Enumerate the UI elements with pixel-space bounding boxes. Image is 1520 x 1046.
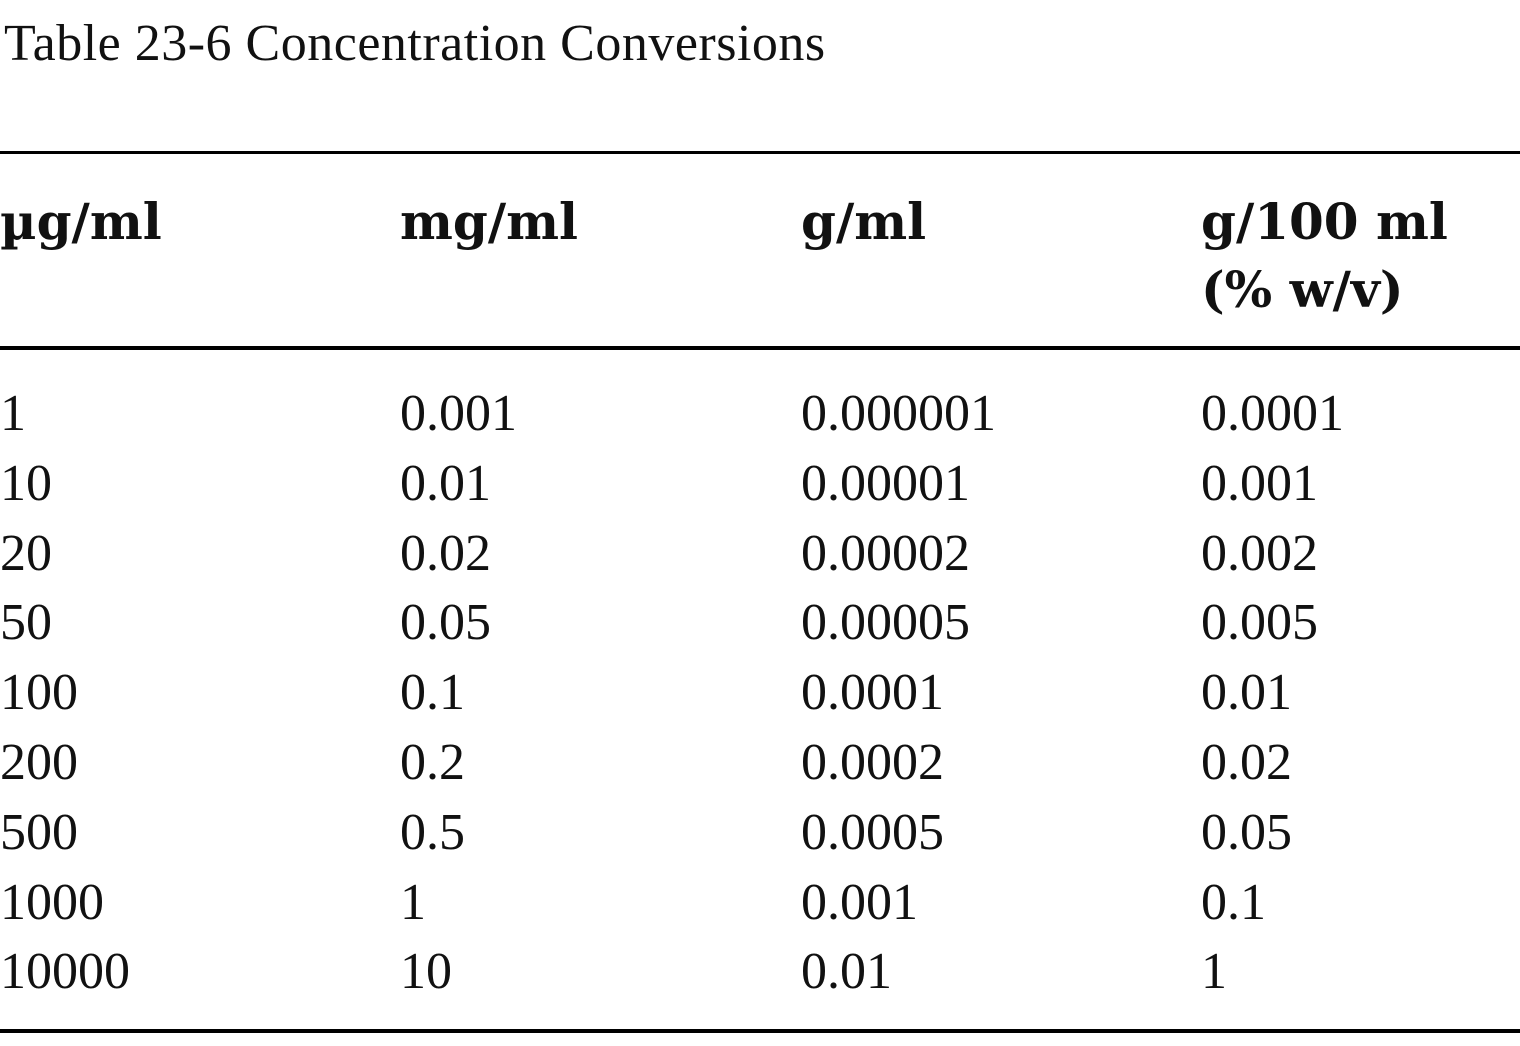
- table-cell: 100: [0, 664, 78, 722]
- column-header-subline: (% w/v): [1201, 260, 1404, 319]
- column-header-ug-per-ml: µg/ml: [0, 188, 162, 256]
- table-cell: 0.002: [1201, 524, 1318, 582]
- table-cell: 500: [0, 803, 78, 861]
- table-cell: 0.01: [801, 943, 892, 1001]
- table-cell: 1000: [0, 873, 104, 931]
- table-body: 1 0.001 0.000001 0.0001 10 0.01 0.00001 …: [0, 379, 1520, 1007]
- table-cell: 0.001: [1201, 454, 1318, 512]
- table-cell: 0.1: [400, 664, 465, 722]
- table-cell: 1: [0, 385, 26, 442]
- column-header-g-per-ml: g/ml: [801, 188, 926, 256]
- column-header-line: µg/ml: [0, 192, 162, 251]
- table-row: 20 0.02 0.00002 0.002: [0, 519, 1520, 589]
- table-cell: 0.0002: [801, 733, 944, 791]
- table-cell: 50: [0, 594, 52, 652]
- top-rule: [0, 151, 1520, 154]
- table-cell: 10: [0, 454, 52, 512]
- column-header-mg-per-ml: mg/ml: [400, 188, 578, 256]
- column-header-line: g/100 ml: [1201, 192, 1448, 251]
- table-cell: 10000: [0, 943, 130, 1001]
- table-row: 500 0.5 0.0005 0.05: [0, 798, 1520, 868]
- table-cell: 0.0001: [1201, 385, 1344, 442]
- column-header-line: mg/ml: [400, 192, 579, 251]
- table-cell: 0.01: [1201, 664, 1292, 722]
- table-cell: 0.05: [1201, 803, 1292, 861]
- table-cell: 0.00001: [801, 454, 970, 512]
- table-cell: 0.5: [400, 803, 465, 861]
- table-cell: 0.1: [1201, 873, 1266, 931]
- table-cell: 1: [1201, 943, 1227, 1001]
- table-row: 100 0.1 0.0001 0.01: [0, 658, 1520, 728]
- table-row: 10 0.01 0.00001 0.001: [0, 449, 1520, 519]
- table-cell: 0.0005: [801, 803, 944, 861]
- table-header-row: µg/ml mg/ml g/ml g/100 ml (% w/v): [0, 188, 1520, 338]
- table-title: Table 23-6 Concentration Conversions: [4, 15, 826, 72]
- table-cell: 0.000001: [801, 385, 996, 442]
- table-cell: 0.02: [400, 524, 491, 582]
- bottom-rule: [0, 1029, 1520, 1033]
- table-row: 1 0.001 0.000001 0.0001: [0, 379, 1520, 449]
- header-rule: [0, 346, 1520, 350]
- table-row: 200 0.2 0.0002 0.02: [0, 728, 1520, 798]
- table-cell: 0.02: [1201, 733, 1292, 791]
- table-cell: 0.00005: [801, 594, 970, 652]
- table-cell: 0.0001: [801, 664, 944, 722]
- table-cell: 0.01: [400, 454, 491, 512]
- table-row: 10000 10 0.01 1: [0, 937, 1520, 1007]
- column-header-line: g/ml: [801, 192, 927, 251]
- table-cell: 0.005: [1201, 594, 1318, 652]
- table-cell: 0.2: [400, 733, 465, 791]
- table-cell: 0.00002: [801, 524, 970, 582]
- table-cell: 1: [400, 873, 426, 931]
- table-cell: 0.001: [400, 385, 517, 442]
- table-row: 1000 1 0.001 0.1: [0, 868, 1520, 938]
- column-header-g-per-100ml: g/100 ml (% w/v): [1201, 188, 1448, 324]
- table-cell: 10: [400, 943, 452, 1001]
- table-row: 50 0.05 0.00005 0.005: [0, 588, 1520, 658]
- table-cell: 0.001: [801, 873, 918, 931]
- table-cell: 0.05: [400, 594, 491, 652]
- table-cell: 20: [0, 524, 52, 582]
- table-cell: 200: [0, 733, 78, 791]
